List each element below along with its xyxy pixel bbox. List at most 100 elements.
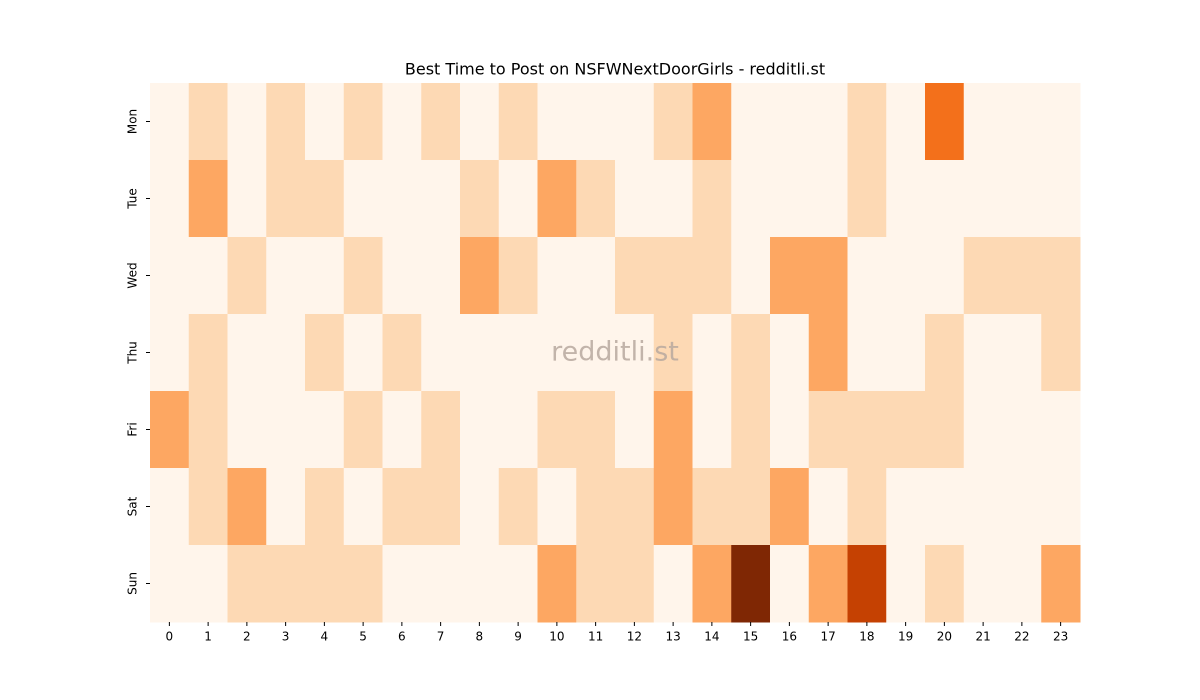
heatmap-cell: [692, 545, 732, 623]
heatmap-cell: [382, 237, 422, 315]
heatmap-cell: [808, 160, 848, 238]
heatmap-cell: [537, 160, 577, 238]
heatmap-cell: [925, 468, 965, 546]
heatmap-cell: [266, 83, 306, 161]
heatmap-cell: [382, 468, 422, 546]
heatmap-cell: [537, 237, 577, 315]
heatmap-cell: [692, 237, 732, 315]
heatmap-cell: [808, 314, 848, 392]
heatmap-cell: [1041, 237, 1081, 315]
x-tick-label: 1: [204, 630, 212, 644]
heatmap-cell: [731, 237, 771, 315]
heatmap-cell: [460, 237, 500, 315]
heatmap-cell: [305, 545, 345, 623]
heatmap-cell: [963, 545, 1003, 623]
heatmap-cell: [498, 545, 538, 623]
heatmap-cell: [1041, 391, 1081, 469]
heatmap-cell: [421, 237, 461, 315]
heatmap-cell: [188, 314, 228, 392]
heatmap-cell: [576, 545, 616, 623]
x-tick-label: 9: [514, 630, 522, 644]
heatmap-cell: [576, 160, 616, 238]
heatmap-cell: [653, 391, 693, 469]
heatmap-cell: [731, 391, 771, 469]
heatmap-cell: [1002, 545, 1042, 623]
heatmap-cell: [343, 83, 383, 161]
heatmap-cell: [808, 545, 848, 623]
heatmap-cell: [343, 391, 383, 469]
heatmap-cell: [227, 545, 267, 623]
heatmap-cell: [150, 160, 190, 238]
x-tick-label: 23: [1053, 630, 1068, 644]
x-tick-label: 15: [743, 630, 758, 644]
heatmap-cell: [1041, 314, 1081, 392]
heatmap-cell: [576, 83, 616, 161]
heatmap-cell: [692, 83, 732, 161]
heatmap-cell: [770, 468, 810, 546]
heatmap-cell: [266, 545, 306, 623]
heatmap-cell: [653, 83, 693, 161]
heatmap-cell: [731, 160, 771, 238]
heatmap-cell: [731, 314, 771, 392]
heatmap-cell: [460, 314, 500, 392]
heatmap-cell: [886, 83, 926, 161]
x-tick-label: 18: [859, 630, 874, 644]
heatmap-cell: [963, 468, 1003, 546]
heatmap-cell: [925, 314, 965, 392]
x-tick-label: 7: [437, 630, 445, 644]
heatmap-cell: [150, 237, 190, 315]
heatmap-cell: [382, 391, 422, 469]
heatmap-cell: [460, 545, 500, 623]
heatmap-cell: [498, 237, 538, 315]
heatmap-cell: [770, 545, 810, 623]
heatmap-cell: [266, 391, 306, 469]
x-tick-label: 22: [1014, 630, 1029, 644]
heatmap-cell: [537, 391, 577, 469]
x-tick-label: 21: [975, 630, 990, 644]
heatmap-cell: [731, 83, 771, 161]
heatmap-cell: [305, 391, 345, 469]
heatmap-cell: [421, 314, 461, 392]
heatmap-cell: [847, 314, 887, 392]
heatmap-cell: [615, 237, 655, 315]
heatmap-cell: [498, 468, 538, 546]
heatmap-cell: [1002, 391, 1042, 469]
heatmap-cell: [770, 160, 810, 238]
y-tick-label: Sat: [126, 496, 140, 516]
heatmap-cell: [770, 83, 810, 161]
heatmap-cell: [421, 391, 461, 469]
heatmap-cell: [266, 237, 306, 315]
x-tick-label: 4: [321, 630, 329, 644]
heatmap-cell: [188, 545, 228, 623]
heatmap-cell: [382, 545, 422, 623]
heatmap-cell: [150, 83, 190, 161]
heatmap-cell: [808, 391, 848, 469]
heatmap-cell: [770, 391, 810, 469]
heatmap-cell: [653, 545, 693, 623]
heatmap-cell: [653, 314, 693, 392]
heatmap-cell: [421, 160, 461, 238]
heatmap-cell: [227, 391, 267, 469]
x-tick-label: 11: [588, 630, 603, 644]
y-tick-label: Thu: [126, 341, 140, 365]
heatmap-cell: [1002, 314, 1042, 392]
heatmap-cell: [808, 83, 848, 161]
x-tick-label: 12: [627, 630, 642, 644]
chart-title: Best Time to Post on NSFWNextDoorGirls -…: [405, 60, 825, 79]
heatmap-cell: [692, 391, 732, 469]
heatmap-cell: [1041, 545, 1081, 623]
heatmap-cell: [963, 160, 1003, 238]
watermark: redditli.st: [551, 337, 679, 368]
heatmap-cell: [460, 468, 500, 546]
heatmap-cell: [382, 83, 422, 161]
heatmap-cell: [498, 314, 538, 392]
heatmap-cell: [460, 391, 500, 469]
heatmap-cell: [770, 237, 810, 315]
heatmap-cell: [886, 391, 926, 469]
heatmap-cell: [343, 237, 383, 315]
heatmap-cell: [305, 314, 345, 392]
heatmap-cell: [460, 160, 500, 238]
heatmap-cell: [421, 545, 461, 623]
heatmap-cell: [731, 545, 771, 623]
heatmap-cell: [576, 237, 616, 315]
